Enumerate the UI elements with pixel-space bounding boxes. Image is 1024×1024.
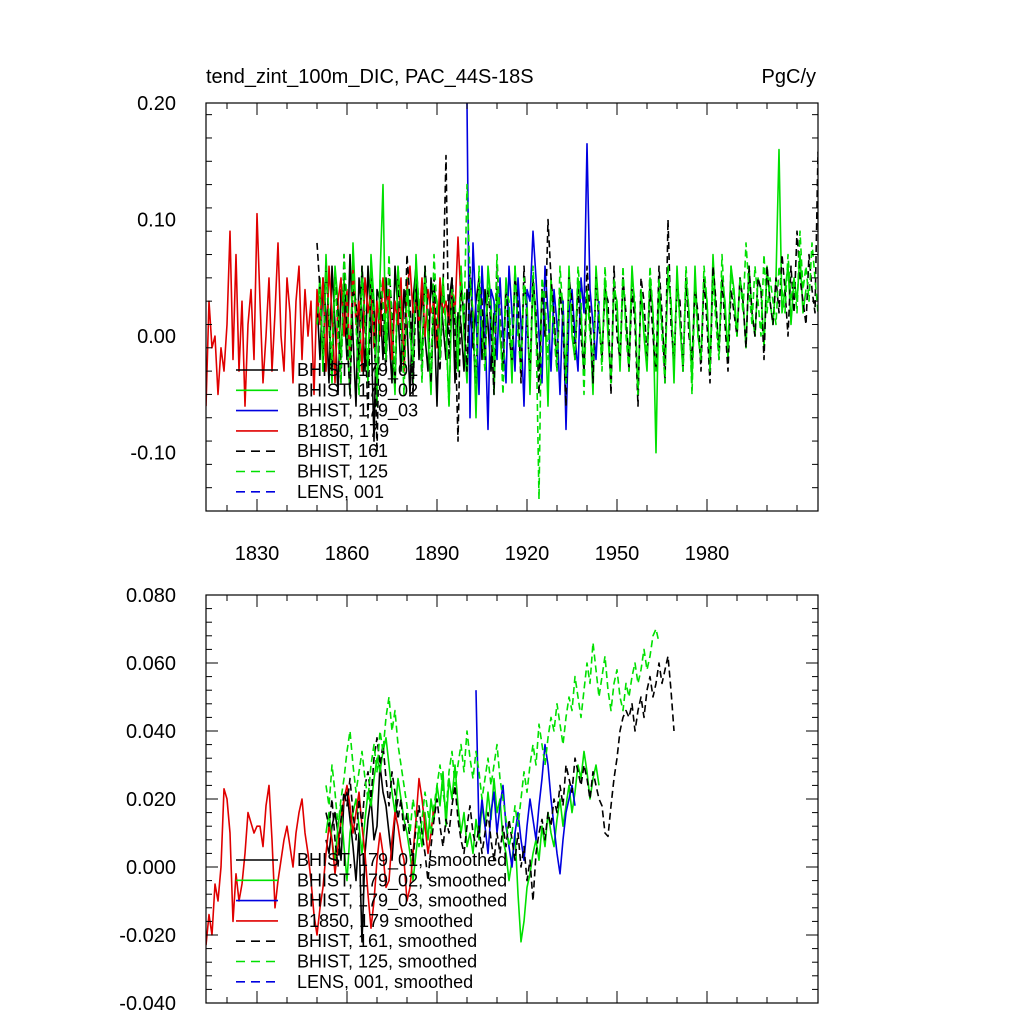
bottom-panel: 0.080 0.060 0.040 0.020 0.000 -0.020 -0.040 BHI… [119,585,819,1015]
y-tick-label: 0.080 [126,585,176,607]
series-line-5 [325,628,660,848]
series-line-4 [325,655,675,902]
y-tick-label: 0.060 [126,653,176,675]
legend-label: BHIST, 179_02 [297,380,418,401]
legend-label: LENS, 001, smoothed [297,972,473,992]
chart-units: PgC/y [762,66,816,88]
series-line-2 [466,103,600,431]
legend-label: BHIST, 179_03 [297,401,418,422]
series-line-3 [206,777,435,946]
top-panel: 0.20 0.10 0.00 -0.10 1830 1860 1890 1920 1950 198… [130,66,819,565]
y-tick-label: 0.20 [137,93,176,115]
plot-lines [206,103,818,501]
y-tick-label: 0.10 [137,210,176,232]
x-tick-label: 1830 [235,543,280,565]
y-tick-label: 0.00 [137,326,176,348]
y-tick-label: 0.000 [126,857,176,879]
legend-label: B1850, 179 [297,421,389,441]
x-tick-label: 1890 [415,543,460,565]
legend-label: LENS, 001 [297,482,384,502]
plot-lines [206,628,675,946]
x-tick-label: 1920 [505,543,550,565]
y-tick-label: -0.040 [119,993,176,1015]
legend-label: B1850, 179 smoothed [297,911,473,931]
legend-label: BHIST, 161, smoothed [297,931,477,951]
legend-label: BHIST, 179_01, smoothed [297,850,507,871]
legend-label: BHIST, 125, smoothed [297,952,477,972]
series-line-1 [325,736,600,943]
legend-label: BHIST, 179_03, smoothed [297,891,507,912]
y-tick-label: -0.10 [130,443,176,465]
y-tick-label: 0.020 [126,789,176,811]
legend-label: BHIST, 125 [297,462,388,482]
legend-label: BHIST, 179_02, smoothed [297,870,507,891]
chart-title: tend_zint_100m_DIC, PAC_44S-18S [206,66,534,88]
series-line-5 [316,183,818,501]
plot-frame [205,102,819,512]
x-tick-label: 1860 [325,543,370,565]
series-line-3 [206,212,462,407]
x-tick-label: 1950 [595,543,640,565]
series-line-2 [475,690,576,875]
y-tick-label: -0.020 [119,925,176,947]
legend-label: BHIST, 161 [297,441,388,461]
legend-label: BHIST, 179_01 [297,360,418,381]
y-tick-label: 0.040 [126,721,176,743]
x-tick-label: 1980 [685,543,730,565]
